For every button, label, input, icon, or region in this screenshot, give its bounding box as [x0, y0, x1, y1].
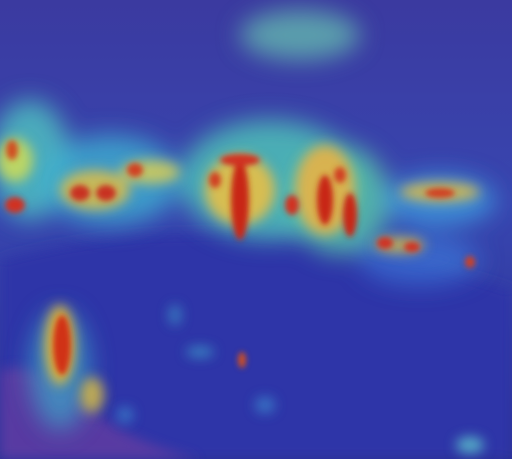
faint-spots	[117, 305, 484, 453]
ground	[0, 233, 512, 459]
hot-spots	[5, 140, 475, 375]
